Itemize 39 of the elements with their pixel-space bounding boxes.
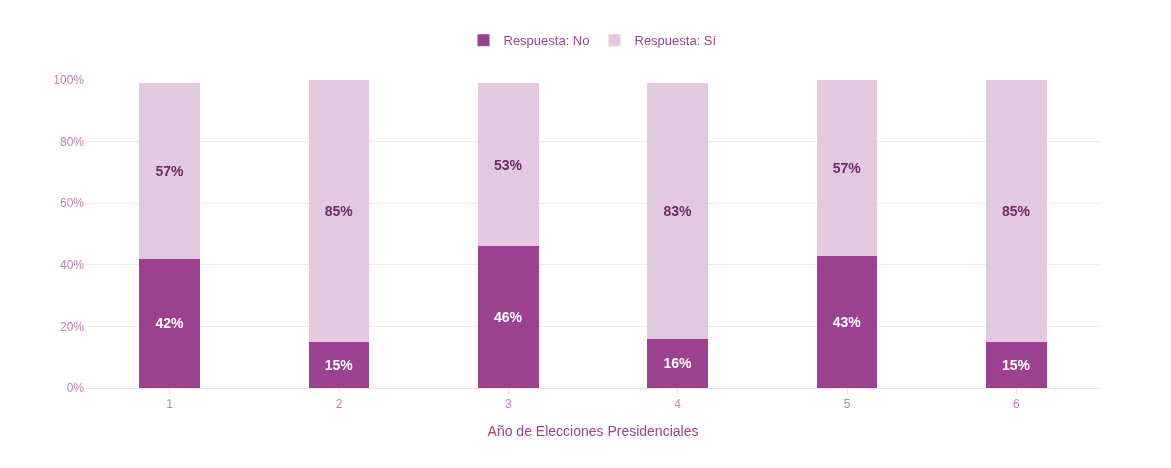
y-tick-label: 100%: [53, 73, 85, 88]
data-label: 85%: [324, 202, 354, 219]
bar: [477, 83, 539, 247]
data-label: 83%: [663, 202, 692, 219]
x-tick-label: 5: [843, 397, 851, 412]
x-tick-label: 3: [504, 397, 512, 412]
data-label: 16%: [663, 355, 692, 372]
x-tick-label: 2: [335, 397, 343, 412]
data-label: 46%: [494, 309, 523, 326]
data-label: 42%: [155, 315, 184, 332]
bar: [139, 83, 201, 259]
bar: [647, 83, 709, 339]
bar: [308, 341, 370, 388]
data-label: 15%: [324, 356, 354, 373]
y-tick-label: 40%: [59, 258, 85, 272]
y-tick-label: 60%: [59, 196, 85, 211]
bar: [477, 246, 539, 388]
bar: [647, 338, 709, 388]
bar: [816, 80, 878, 256]
y-tick-label: 20%: [59, 319, 85, 334]
data-label: 57%: [832, 159, 862, 176]
x-tick-label: 4: [674, 397, 682, 412]
y-tick-label: 0%: [66, 381, 85, 396]
data-label: 15%: [1002, 356, 1031, 373]
bar: [985, 80, 1047, 342]
data-label: 43%: [832, 313, 862, 330]
bar: [816, 255, 878, 388]
bar: [308, 80, 370, 342]
data-label: 53%: [494, 156, 523, 173]
bar: [139, 258, 201, 388]
data-label: 57%: [155, 162, 184, 179]
legend-label: Respuesta: Sí: [634, 33, 717, 49]
data-label: 85%: [1002, 202, 1031, 219]
y-tick-label: 80%: [59, 134, 85, 149]
x-tick-label: 6: [1012, 397, 1020, 412]
legend-label: Respuesta: No: [503, 33, 590, 49]
bar: [985, 341, 1047, 388]
x-tick-label: 1: [166, 397, 174, 412]
x-axis-title: Año de Elecciones Presidenciales: [487, 422, 699, 439]
